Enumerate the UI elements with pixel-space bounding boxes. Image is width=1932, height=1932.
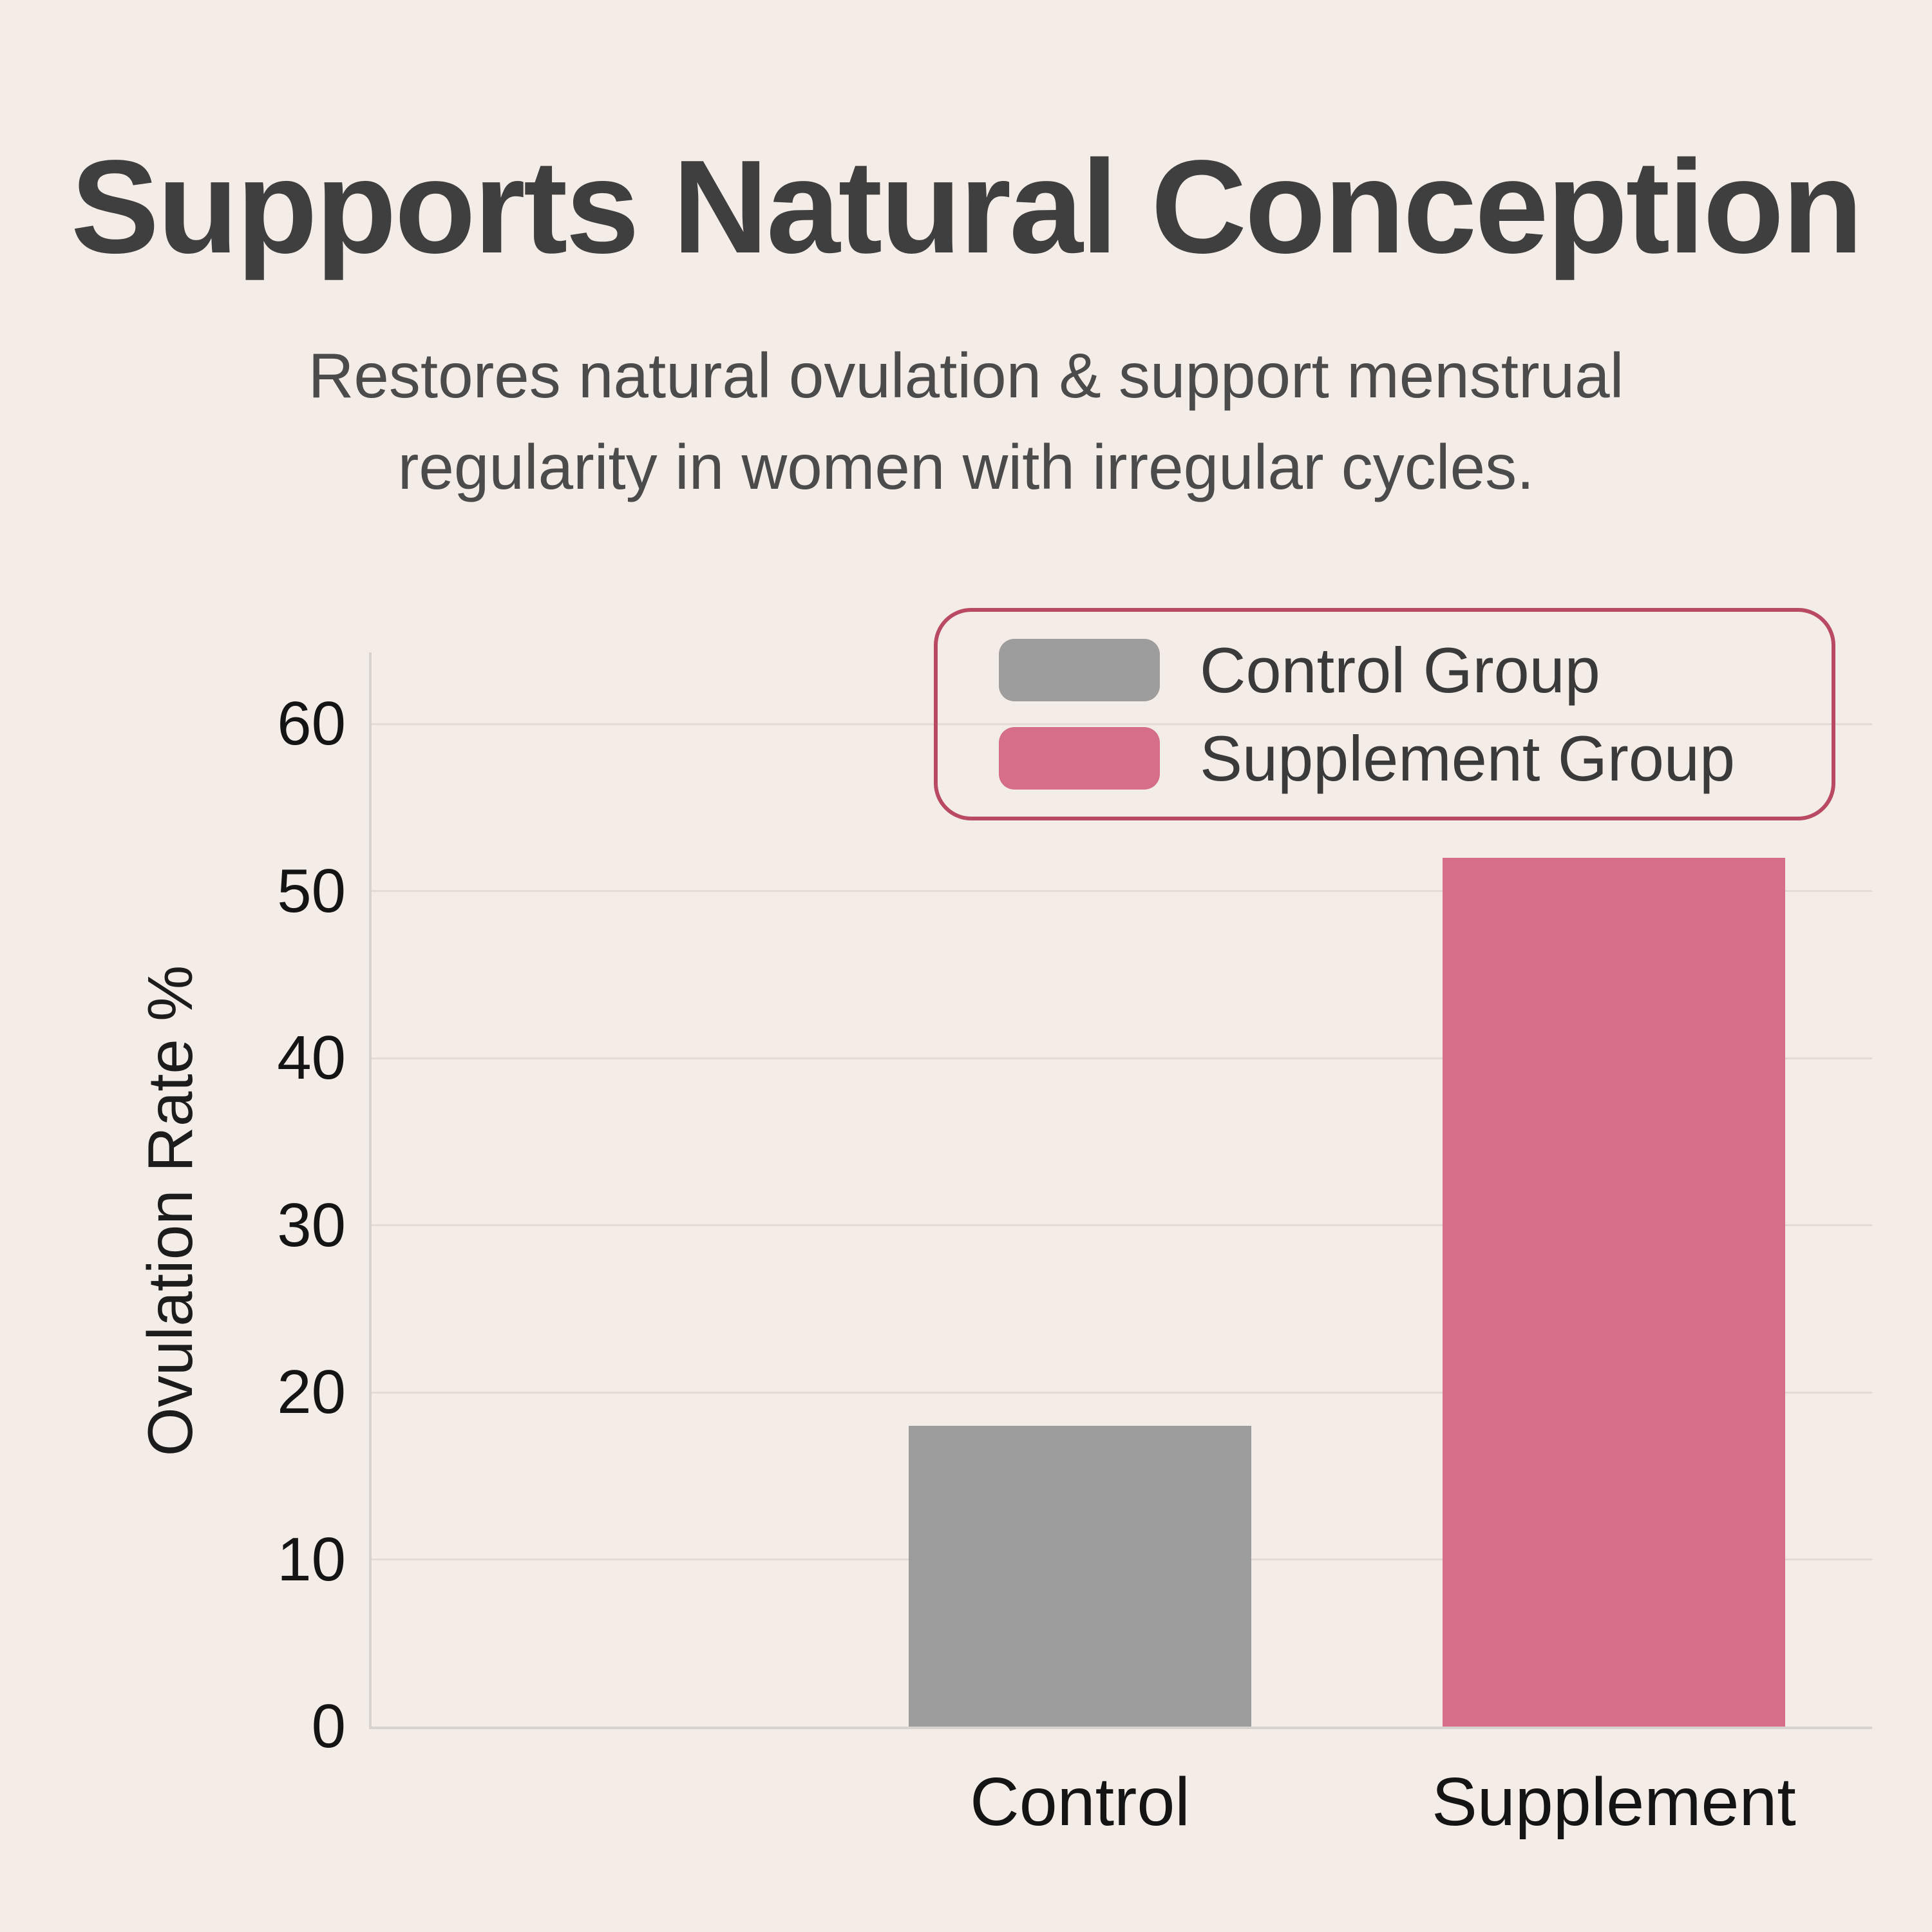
legend-label-supplement-group: Supplement Group — [1200, 723, 1736, 794]
page-subtitle: Restores natural ovulation & support men… — [0, 330, 1932, 513]
gridline-50 — [372, 890, 1872, 892]
gridline-30 — [372, 1224, 1872, 1226]
y-tick-label-20: 20 — [277, 1358, 346, 1426]
gridline-60 — [372, 723, 1872, 725]
legend-item-control: Control Group — [999, 638, 1832, 702]
y-tick-label-40: 40 — [277, 1023, 346, 1092]
bar-chart-plot-area: Ovulation Rate % 0 10 20 30 40 50 60 Control Sup… — [135, 652, 1872, 1836]
gridline-20 — [372, 1391, 1872, 1394]
bar-supplement — [1443, 858, 1785, 1727]
legend-item-supplement: Supplement Group — [999, 726, 1832, 790]
gridline-40 — [372, 1057, 1872, 1059]
y-tick-label-10: 10 — [277, 1524, 346, 1594]
legend-label-control-group: Control Group — [1200, 634, 1600, 706]
legend-swatch-control-group — [999, 639, 1160, 701]
page-subtitle-line-1: Restores natural ovulation & support men… — [308, 340, 1624, 411]
y-tick-label-60: 60 — [277, 689, 346, 758]
page-title: Supports Natural Conception — [70, 133, 1863, 281]
bar-control — [909, 1426, 1251, 1727]
x-tick-label-supplement: Supplement — [1432, 1764, 1796, 1840]
y-tick-label-30: 30 — [277, 1190, 346, 1260]
page-subtitle-line-2: regularity in women with irregular cycle… — [397, 431, 1535, 503]
legend: Control Group Supplement Group — [934, 608, 1835, 820]
legend-swatch-supplement-group — [999, 727, 1160, 790]
x-tick-label-control: Control — [970, 1764, 1190, 1840]
y-tick-label-50: 50 — [277, 856, 346, 925]
y-tick-label-0: 0 — [311, 1692, 346, 1761]
